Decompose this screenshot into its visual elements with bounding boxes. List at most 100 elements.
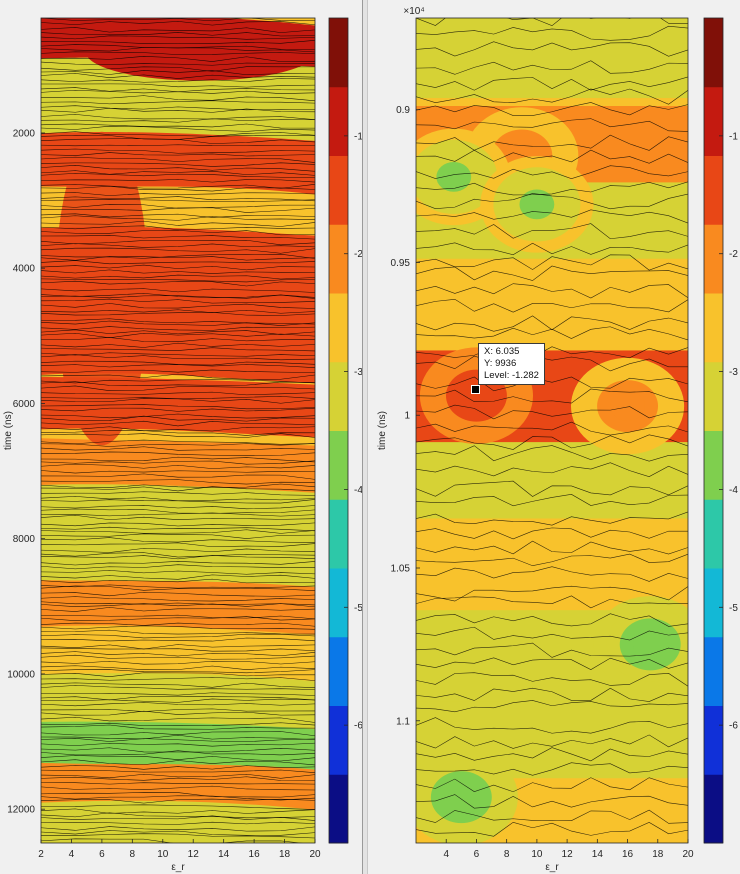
- contour-line: [416, 41, 688, 57]
- contour-line: [416, 404, 688, 420]
- contour-line: [41, 682, 315, 688]
- contour-line: [41, 430, 315, 436]
- heatmap-feature: [443, 782, 479, 813]
- contour-line: [416, 734, 688, 749]
- contour-line: [41, 804, 315, 810]
- contour-line: [41, 473, 315, 480]
- contour-line: [41, 40, 315, 44]
- contour-line: [41, 247, 315, 254]
- contour-line: [41, 144, 315, 147]
- contour-line: [41, 591, 315, 597]
- contour-line: [41, 765, 315, 770]
- contour-line: [41, 738, 315, 743]
- contour-line: [41, 293, 315, 299]
- contour-line: [416, 134, 688, 151]
- contour-line: [41, 672, 315, 677]
- heatmap-band: [41, 673, 315, 735]
- contour-line: [41, 499, 315, 504]
- contour-line: [41, 731, 315, 737]
- colorbar-tick-label: -6: [354, 721, 362, 732]
- datatip-marker[interactable]: [471, 385, 480, 394]
- colorbar-segment: [704, 155, 723, 225]
- contour-line: [41, 470, 315, 474]
- contour-line: [416, 254, 688, 271]
- contour-line: [41, 505, 315, 510]
- x-axis-label: ε_r: [545, 862, 559, 873]
- contour-line: [41, 379, 315, 384]
- contour-line: [41, 769, 315, 773]
- colorbar-segment: [704, 636, 723, 706]
- contour-line: [41, 533, 315, 539]
- contour-line: [416, 223, 688, 240]
- x-tick-label: 8: [504, 849, 510, 860]
- contour-line: [41, 298, 315, 304]
- y-tick-label: 12000: [7, 805, 35, 816]
- contour-line: [416, 553, 688, 567]
- contour-line: [41, 537, 315, 543]
- contour-line: [41, 73, 315, 79]
- contour-line: [41, 288, 315, 293]
- contour-line: [41, 78, 315, 83]
- heatmap-band: [416, 258, 688, 358]
- colorbar-tick-label: -4: [729, 485, 738, 496]
- y-tick-label: 4000: [13, 264, 36, 275]
- contour-line: [41, 309, 315, 314]
- contour-line: [41, 716, 315, 723]
- contour-line: [41, 821, 315, 825]
- y-tick-label: 1.05: [391, 564, 411, 575]
- contour-line: [41, 815, 315, 821]
- contour-line: [41, 312, 315, 316]
- contour-line: [41, 278, 315, 283]
- contour-line: [41, 644, 315, 650]
- panel-divider[interactable]: [362, 0, 368, 874]
- contour-line: [416, 193, 688, 210]
- x-tick-label: 2: [38, 849, 44, 860]
- contour-line: [41, 369, 315, 373]
- contour-line: [41, 165, 315, 172]
- contour-line: [41, 755, 315, 762]
- contour-line: [41, 555, 315, 560]
- colorbar-segment: [329, 705, 348, 775]
- y-exponent-label: ×10⁴: [403, 6, 424, 17]
- contour-line: [416, 76, 688, 91]
- contour-line: [416, 445, 688, 462]
- x-tick-label: 14: [218, 849, 230, 860]
- right-heatmap-chart[interactable]: 4 6 8 10 12 14 16 18 20 0.9 0.95 1 1.05 1.1 ×10⁴ time (…: [368, 0, 740, 874]
- colorbar-tick-label: -3: [354, 367, 362, 378]
- contour-line: [416, 102, 688, 116]
- heatmap-plot-area: [416, 18, 688, 843]
- contour-line: [41, 685, 315, 690]
- heatmap-feature: [436, 162, 472, 192]
- x-tick-label: 14: [592, 849, 604, 860]
- y-tick-label: 2000: [13, 128, 36, 139]
- contour-line: [41, 833, 315, 839]
- colorbar-segment: [329, 155, 348, 225]
- contour-line: [41, 512, 315, 517]
- contour-line: [41, 123, 315, 129]
- axes-box: [40, 17, 316, 844]
- contour-line: [41, 294, 315, 299]
- y-tick-label: 0.9: [396, 105, 410, 116]
- contour-line: [416, 421, 688, 436]
- contour-line: [41, 243, 315, 248]
- x-tick-label: 20: [682, 849, 694, 860]
- contour-line: [41, 570, 315, 575]
- contour-line: [416, 242, 688, 256]
- x-tick-label: 18: [652, 849, 664, 860]
- colorbar-segment: [329, 636, 348, 706]
- contour-line: [41, 385, 315, 391]
- contour-line: [41, 152, 315, 157]
- contour-line: [41, 196, 315, 202]
- datatip-box[interactable]: X: 6.035 Y: 9936 Level: -1.282: [478, 343, 545, 385]
- contour-line: [416, 18, 688, 27]
- left-heatmap-chart[interactable]: 2 4 6 8 10 12 14 16 18 20 2000 4000 6000 8000 10000 120…: [0, 0, 362, 874]
- contour-line: [41, 27, 315, 33]
- contour-line: [416, 540, 688, 555]
- contour-line: [41, 162, 315, 167]
- heatmap-feature: [610, 391, 645, 421]
- colorbar-segment: [329, 293, 348, 363]
- x-tick-label: 8: [130, 849, 136, 860]
- contour-line: [41, 230, 315, 236]
- contour-line: [41, 514, 315, 520]
- x-tick-label: 6: [474, 849, 480, 860]
